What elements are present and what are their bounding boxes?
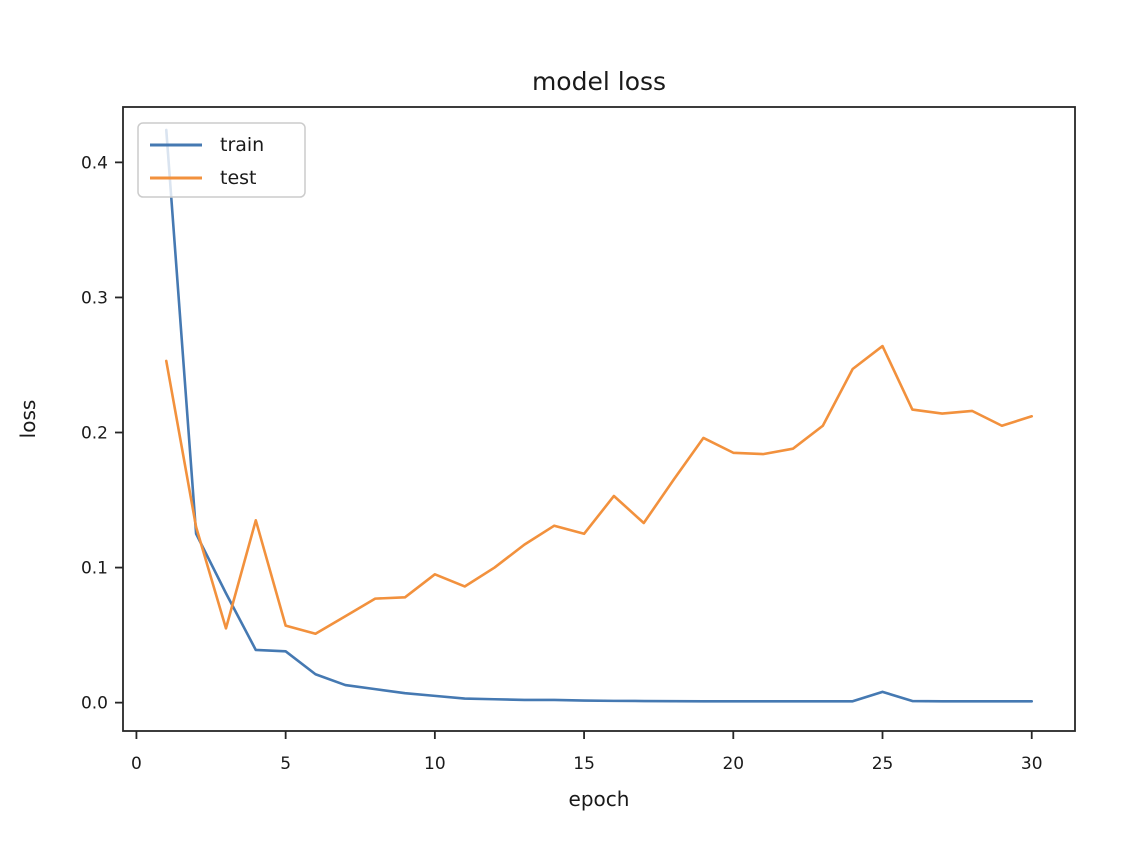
legend-label-train: train: [220, 134, 264, 156]
y-tick-label: 0.2: [81, 424, 108, 444]
x-tick-label: 30: [1021, 754, 1043, 774]
series-lines: [164, 128, 1034, 703]
axes-frame: [122, 106, 1076, 732]
x-tick-label: 10: [424, 754, 446, 774]
x-axis-label: epoch: [569, 787, 630, 811]
axes: 0 5 10 15 20 25 30 0.0 0.1 0.2 0.3 0.4: [81, 106, 1076, 774]
y-tick-label: 0.3: [81, 288, 108, 308]
y-tick-label: 0.0: [81, 694, 108, 714]
x-tick-label: 20: [722, 754, 744, 774]
y-tick-label: 0.1: [81, 559, 108, 579]
y-tick-label: 0.4: [81, 153, 108, 173]
x-tick-label: 0: [131, 754, 142, 774]
train-line: [164, 128, 1034, 703]
x-tick-label: 15: [573, 754, 595, 774]
test-line: [164, 344, 1034, 636]
y-axis-label: loss: [16, 400, 40, 439]
legend-label-test: test: [220, 167, 257, 189]
legend: [137, 122, 306, 198]
chart-title: model loss: [532, 67, 666, 96]
x-tick-label: 25: [872, 754, 894, 774]
x-tick-label: 5: [280, 754, 291, 774]
